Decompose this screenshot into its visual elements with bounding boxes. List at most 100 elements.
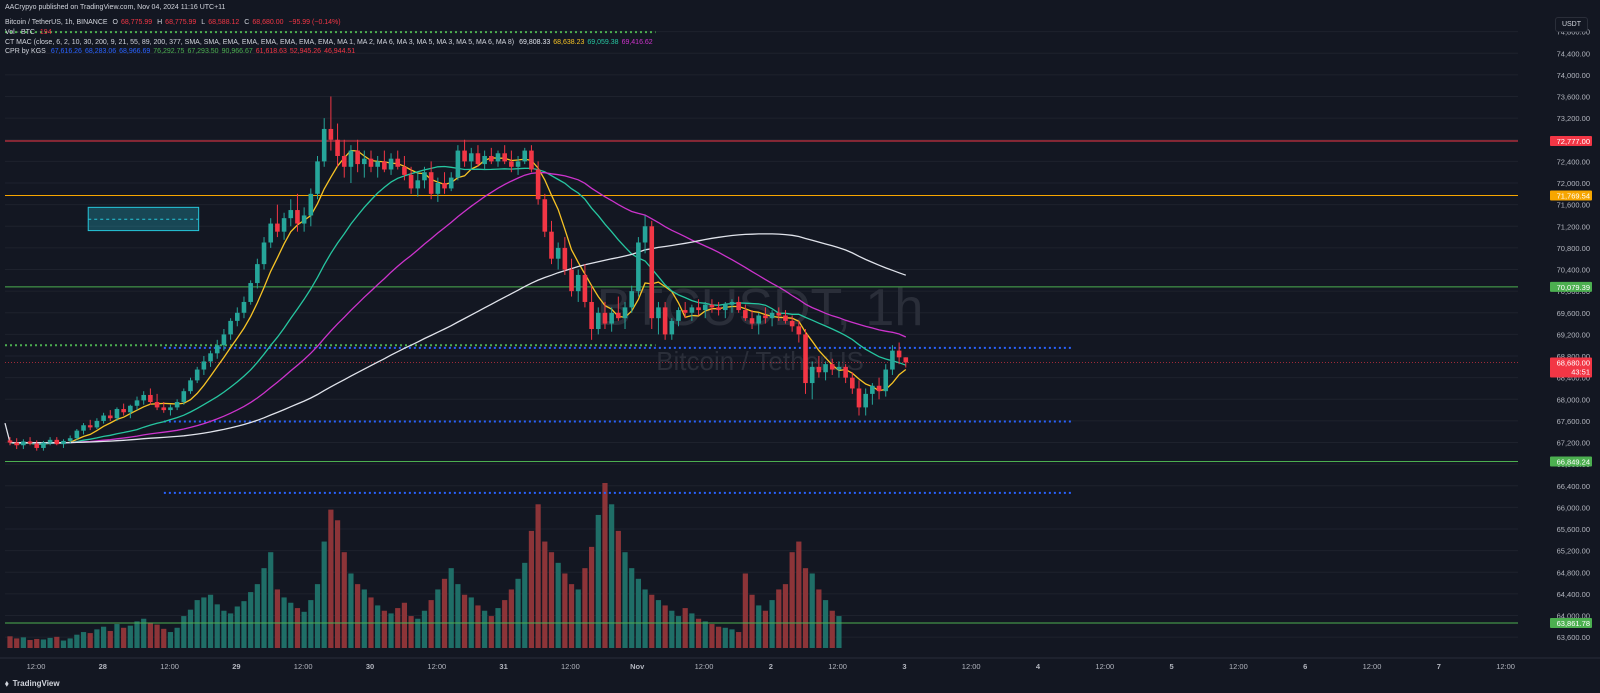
candle-body	[489, 155, 494, 162]
volume-bar	[7, 636, 13, 648]
candle-body	[315, 161, 320, 194]
candle-body	[582, 274, 588, 302]
x-tick-label: 12:00	[828, 662, 847, 671]
candle-body	[816, 366, 822, 373]
candle-body	[535, 169, 541, 200]
candle-body	[181, 391, 187, 402]
candle-body	[107, 415, 113, 419]
x-tick-label: 12:00	[27, 662, 46, 671]
x-tick-label: 12:00	[695, 662, 714, 671]
volume-bar	[241, 601, 247, 648]
open-value: 68,775.99	[121, 19, 153, 26]
volume-bar	[508, 589, 514, 648]
candle-body	[114, 409, 120, 419]
candle-body	[743, 310, 748, 319]
candle-body	[803, 334, 808, 384]
candle-body	[829, 364, 835, 370]
candle-body	[636, 242, 641, 292]
candle-body	[789, 320, 795, 327]
candle-body	[335, 139, 340, 156]
price-axis	[1518, 0, 1600, 693]
volume-bar	[40, 639, 47, 648]
candle-body	[555, 247, 561, 259]
volume-bar	[495, 608, 501, 648]
volume-bar	[228, 613, 234, 648]
volume-bar	[756, 605, 762, 648]
candle-body	[549, 231, 554, 259]
candle-body	[168, 407, 173, 411]
candle-body	[67, 438, 73, 441]
cpr-value: 68,283.06	[84, 48, 117, 55]
x-tick-label: 29	[232, 662, 240, 671]
volume-bar	[461, 594, 468, 648]
price-tag-label: 66,849.24	[1557, 458, 1590, 467]
symbol-legend: Bitcoin / TetherUS, 1h, BINANCE O 68,775.…	[5, 18, 344, 27]
cpr-value: 61,618.63	[255, 48, 287, 55]
volume-bar	[742, 573, 748, 648]
candle-body	[856, 388, 862, 408]
candle-body	[870, 385, 875, 394]
high-value: 68,775.99	[165, 19, 197, 26]
volume-bar	[816, 589, 822, 648]
cpr-value: 76,292.75	[153, 48, 185, 55]
x-tick-label: 12:00	[561, 662, 580, 671]
volume-bar	[836, 616, 842, 648]
volume-bar	[268, 552, 274, 648]
volume-bar	[47, 637, 53, 648]
y-tick-label: 72,000.00	[1557, 179, 1590, 188]
y-tick-label: 70,800.00	[1557, 244, 1590, 253]
volume-bar	[622, 552, 628, 648]
cpr-value: 52,945.26	[289, 48, 322, 55]
cpr-value: 46,944.51	[324, 48, 356, 55]
currency-button[interactable]: USDT	[1554, 17, 1588, 32]
volume-bar	[762, 610, 769, 648]
candle-body	[850, 377, 855, 389]
candle-body	[776, 312, 782, 316]
mac-legend: CT MAC (close, 6, 2, 10, 30, 200, 9, 21,…	[5, 38, 659, 47]
candle-body	[736, 301, 741, 311]
price-tag-countdown: 43:51	[1571, 368, 1590, 377]
candle-body	[595, 312, 601, 329]
candle-body	[7, 440, 13, 443]
volume-bar	[675, 616, 682, 648]
volume-bar	[147, 622, 153, 648]
volume-bar	[455, 584, 461, 648]
candle-body	[702, 304, 708, 311]
volume-bar	[702, 621, 708, 648]
volume-bar	[401, 602, 408, 648]
volume-bar	[54, 636, 60, 648]
candle-body	[783, 315, 788, 321]
volume-bar	[308, 600, 314, 648]
volume-bar	[629, 568, 635, 648]
candle-body	[468, 153, 474, 162]
volume-bar	[822, 600, 829, 648]
volume-bar	[207, 594, 214, 648]
volume-bar	[441, 578, 448, 648]
candle-body	[883, 369, 889, 392]
y-tick-label: 64,000.00	[1557, 612, 1590, 621]
volume-bar	[421, 610, 428, 648]
volume-bar	[615, 530, 621, 648]
candle-body	[836, 366, 842, 370]
candle-body	[903, 357, 909, 363]
volume-value: 194	[39, 29, 52, 36]
volume-bar	[328, 509, 334, 648]
candle-body	[288, 210, 294, 219]
candle-body	[221, 334, 227, 346]
volume-bar	[802, 568, 809, 648]
volume-bar	[248, 592, 254, 648]
volume-bar	[194, 600, 200, 648]
volume-bar	[588, 546, 595, 648]
volume-bar	[288, 602, 294, 648]
candle-body	[248, 283, 253, 302]
candle-body	[756, 315, 762, 324]
candle-body	[716, 307, 721, 311]
volume-bar	[395, 608, 401, 648]
candle-body	[228, 320, 233, 335]
candle-body	[696, 307, 701, 311]
volume-bar	[562, 573, 568, 648]
x-tick-label: 30	[366, 662, 374, 671]
volume-bar	[482, 610, 488, 648]
